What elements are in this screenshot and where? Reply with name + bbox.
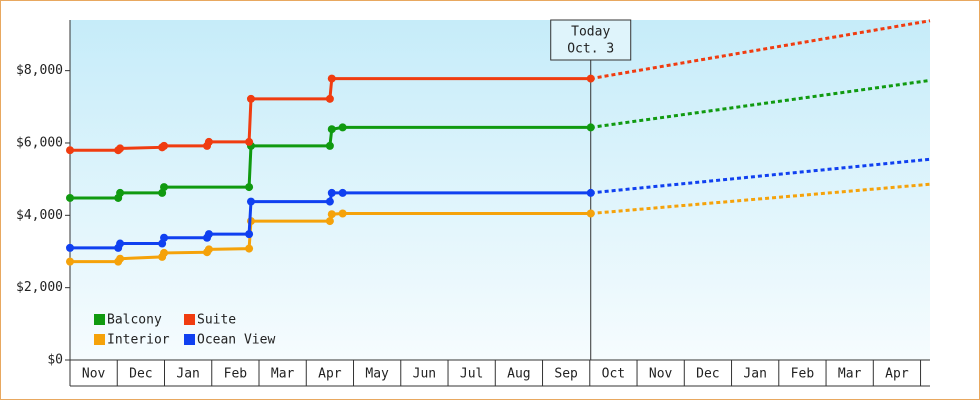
today-box <box>550 19 632 61</box>
projection-line <box>590 19 931 81</box>
legend-swatch <box>184 334 195 345</box>
point <box>66 146 74 155</box>
x-tick-label: Jun <box>413 367 436 382</box>
point <box>586 123 595 132</box>
x-tick-label: Nov <box>82 367 106 382</box>
x-tick-label: Apr <box>885 367 909 382</box>
x-tick-label: May <box>365 367 389 382</box>
y-tick-label: $6,000 <box>16 135 63 150</box>
y-tick-label: $8,000 <box>16 63 63 78</box>
point <box>116 144 125 153</box>
x-tick-label: Feb <box>224 367 248 382</box>
point <box>327 210 336 219</box>
legend-label: Balcony <box>107 313 162 328</box>
point <box>325 141 334 150</box>
point <box>327 188 336 197</box>
x-tick-label: Dec <box>129 367 152 382</box>
legend-swatch <box>94 314 105 325</box>
point <box>338 123 347 132</box>
point <box>116 254 125 263</box>
legend-label: Interior <box>107 333 170 348</box>
point <box>66 193 74 202</box>
y-tick-label: $4,000 <box>16 208 63 223</box>
point <box>66 243 74 252</box>
x-tick-label: Nov <box>649 367 673 382</box>
point <box>204 230 213 239</box>
plot-area <box>70 20 930 360</box>
point <box>160 141 169 150</box>
x-tick-label: Mar <box>271 367 295 382</box>
point <box>245 137 254 146</box>
point <box>586 74 595 83</box>
x-tick-label: Jan <box>176 367 199 382</box>
point <box>325 217 334 226</box>
point <box>160 248 169 257</box>
legend-swatch <box>94 334 105 345</box>
point <box>338 209 347 218</box>
projection-line <box>590 182 931 216</box>
projection-line <box>590 157 931 195</box>
y-tick-label: $2,000 <box>16 280 63 295</box>
point <box>245 244 254 253</box>
point <box>245 230 254 239</box>
legend-label: Suite <box>197 313 236 328</box>
legend-label: Ocean View <box>197 333 275 348</box>
point <box>160 233 169 242</box>
x-tick-label: Sep <box>554 367 578 382</box>
point <box>160 183 169 192</box>
legend-swatch <box>184 314 195 325</box>
point <box>246 94 255 103</box>
projection-line <box>590 78 931 129</box>
today-label: Today <box>571 25 610 40</box>
point <box>204 245 213 254</box>
x-tick-label: Mar <box>838 367 862 382</box>
point <box>116 239 125 248</box>
x-tick-label: Feb <box>791 367 815 382</box>
today-label: Oct. 3 <box>567 42 614 57</box>
point <box>116 188 125 197</box>
point <box>338 188 347 197</box>
point <box>325 94 334 103</box>
point <box>586 209 595 218</box>
y-tick-label: $0 <box>47 353 63 368</box>
point <box>327 74 336 83</box>
point <box>245 183 254 192</box>
point <box>586 188 595 197</box>
x-tick-label: Jan <box>743 367 766 382</box>
x-tick-label: Oct <box>602 367 625 382</box>
x-tick-label: Jul <box>460 367 483 382</box>
x-tick-label: Aug <box>507 367 530 382</box>
point <box>204 137 213 146</box>
point <box>246 197 255 206</box>
point <box>327 125 336 134</box>
x-tick-label: Apr <box>318 367 342 382</box>
x-tick-label: Dec <box>696 367 719 382</box>
point <box>66 257 74 266</box>
point <box>325 197 334 206</box>
